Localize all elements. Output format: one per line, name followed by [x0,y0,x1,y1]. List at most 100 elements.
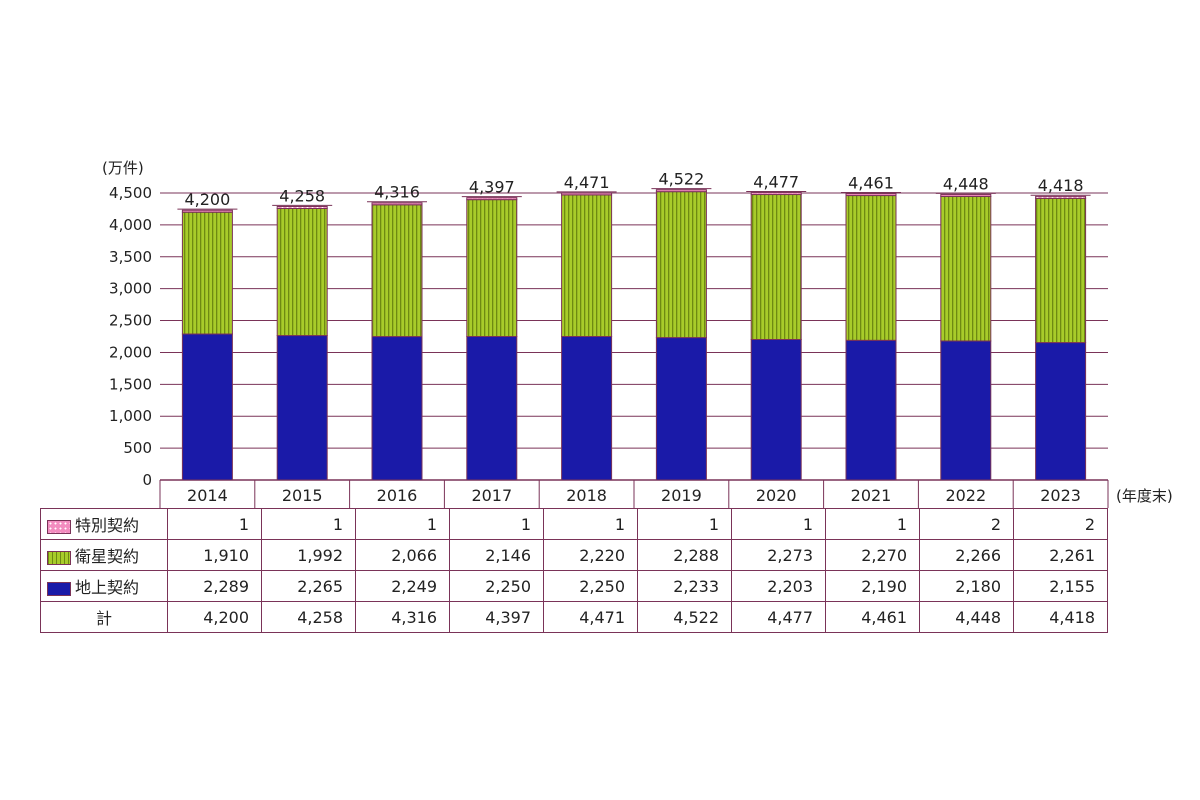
table-cell: 2 [1013,508,1108,540]
row-label: 特別契約 [75,516,140,535]
bar-segment-terrestrial [371,336,423,481]
total-label: 4,397 [469,178,515,197]
total-label: 4,461 [848,173,894,192]
bar-segment-terrestrial [940,340,992,481]
table-cell: 2,270 [825,539,920,571]
table-row-satellite: 衛星契約 1,910 1,992 2,066 2,146 2,220 2,288 2,273 2… [40,539,1108,571]
table-cell: 1 [637,508,732,540]
bar-segment-special [845,193,897,197]
x-tick-label: 2023 [1040,486,1081,505]
bar-segment-terrestrial [466,336,518,481]
row-label: 衛星契約 [75,547,140,566]
bar-segment-special [276,205,328,209]
x-tick-label: 2018 [566,486,607,505]
table-cell: 1 [825,508,920,540]
legend-swatch [47,581,71,596]
x-tick-label: 2017 [471,486,512,505]
bar-segment-satellite [845,195,897,341]
table-cell: 2,180 [919,570,1014,602]
y-tick-label: 2,500 [109,312,152,330]
y-tick-label: 1,000 [109,407,152,425]
table-cell: 4,200 [167,601,262,633]
table-cell: 2,066 [355,539,450,571]
x-tick-label: 2016 [377,486,418,505]
bar-segment-satellite [276,207,328,337]
table-cell: 1 [261,508,356,540]
table-cell: 2,190 [825,570,920,602]
bar-segment-special [940,193,992,197]
table-cell: 4,448 [919,601,1014,633]
legend-swatch [47,550,71,565]
bar-segment-satellite [371,204,423,338]
legend-swatch [47,519,71,534]
bar-segment-special [750,192,802,196]
x-tick-label: 2014 [187,486,228,505]
table-cell: 1 [355,508,450,540]
x-tick-label: 2021 [851,486,892,505]
y-tick-label: 3,500 [109,248,152,266]
row-header: 特別契約 [40,508,168,540]
table-cell: 2,261 [1013,539,1108,571]
table-cell: 4,522 [637,601,732,633]
table-cell: 4,461 [825,601,920,633]
bar-segment-terrestrial [561,336,613,481]
y-tick-label: 0 [142,471,152,489]
total-label: 4,316 [374,183,420,202]
bar-segment-satellite [940,195,992,342]
table-cell: 2,203 [731,570,826,602]
bar-segment-satellite [655,191,707,339]
table-cell: 2,273 [731,539,826,571]
table-cell: 4,397 [449,601,544,633]
bar-segment-terrestrial [1035,342,1087,481]
bar-segment-terrestrial [655,337,707,481]
bar-segment-satellite [1035,197,1087,344]
y-tick-label: 1,500 [109,375,152,393]
table-cell: 4,316 [355,601,450,633]
row-label: 地上契約 [75,578,140,597]
bar-segment-special [655,189,707,193]
table-cell: 1 [167,508,262,540]
bar-segment-special [181,209,233,213]
bar-segment-satellite [181,211,233,335]
total-label: 4,522 [658,170,704,189]
table-cell: 1 [731,508,826,540]
total-label: 4,448 [943,174,989,193]
table-cell: 2,250 [449,570,544,602]
total-label: 4,258 [279,186,325,205]
table-cell: 4,418 [1013,601,1108,633]
x-tick-label: 2015 [282,486,323,505]
y-tick-label: 4,000 [109,216,152,234]
table-cell: 2,288 [637,539,732,571]
x-axis-unit-label: (年度末) [1116,487,1173,505]
table-cell: 2,249 [355,570,450,602]
table-cell: 2,233 [637,570,732,602]
table-cell: 2,289 [167,570,262,602]
row-header: 衛星契約 [40,539,168,571]
bar-segment-terrestrial [181,333,233,481]
y-axis-unit-label: (万件) [102,159,144,177]
x-tick-label: 2020 [756,486,797,505]
y-tick-label: 2,000 [109,343,152,361]
table-cell: 2,250 [543,570,638,602]
bar-segment-special [1035,195,1087,199]
table-cell: 4,477 [731,601,826,633]
bar-segment-satellite [466,199,518,337]
bar-segment-satellite [750,194,802,340]
table-cell: 2,265 [261,570,356,602]
table-cell: 1,992 [261,539,356,571]
bar-segment-terrestrial [845,339,897,481]
bar-segment-satellite [561,194,613,337]
table-row-special: 特別契約 1 1 1 1 1 1 1 1 2 2 [40,508,1108,540]
bar-segment-special [561,192,613,196]
table-cell: 4,471 [543,601,638,633]
y-tick-label: 500 [123,439,152,457]
table-cell: 2 [919,508,1014,540]
bar-segment-terrestrial [750,338,802,481]
table-row-terrestrial: 地上契約 2,289 2,265 2,249 2,250 2,250 2,233 2,203 2… [40,570,1108,602]
bar-segment-terrestrial [276,335,328,481]
table-row-total: 計 4,200 4,258 4,316 4,397 4,471 4,522 4,477 4,46… [40,601,1108,633]
table-cell: 4,258 [261,601,356,633]
table-cell: 1 [543,508,638,540]
y-tick-label: 3,000 [109,280,152,298]
